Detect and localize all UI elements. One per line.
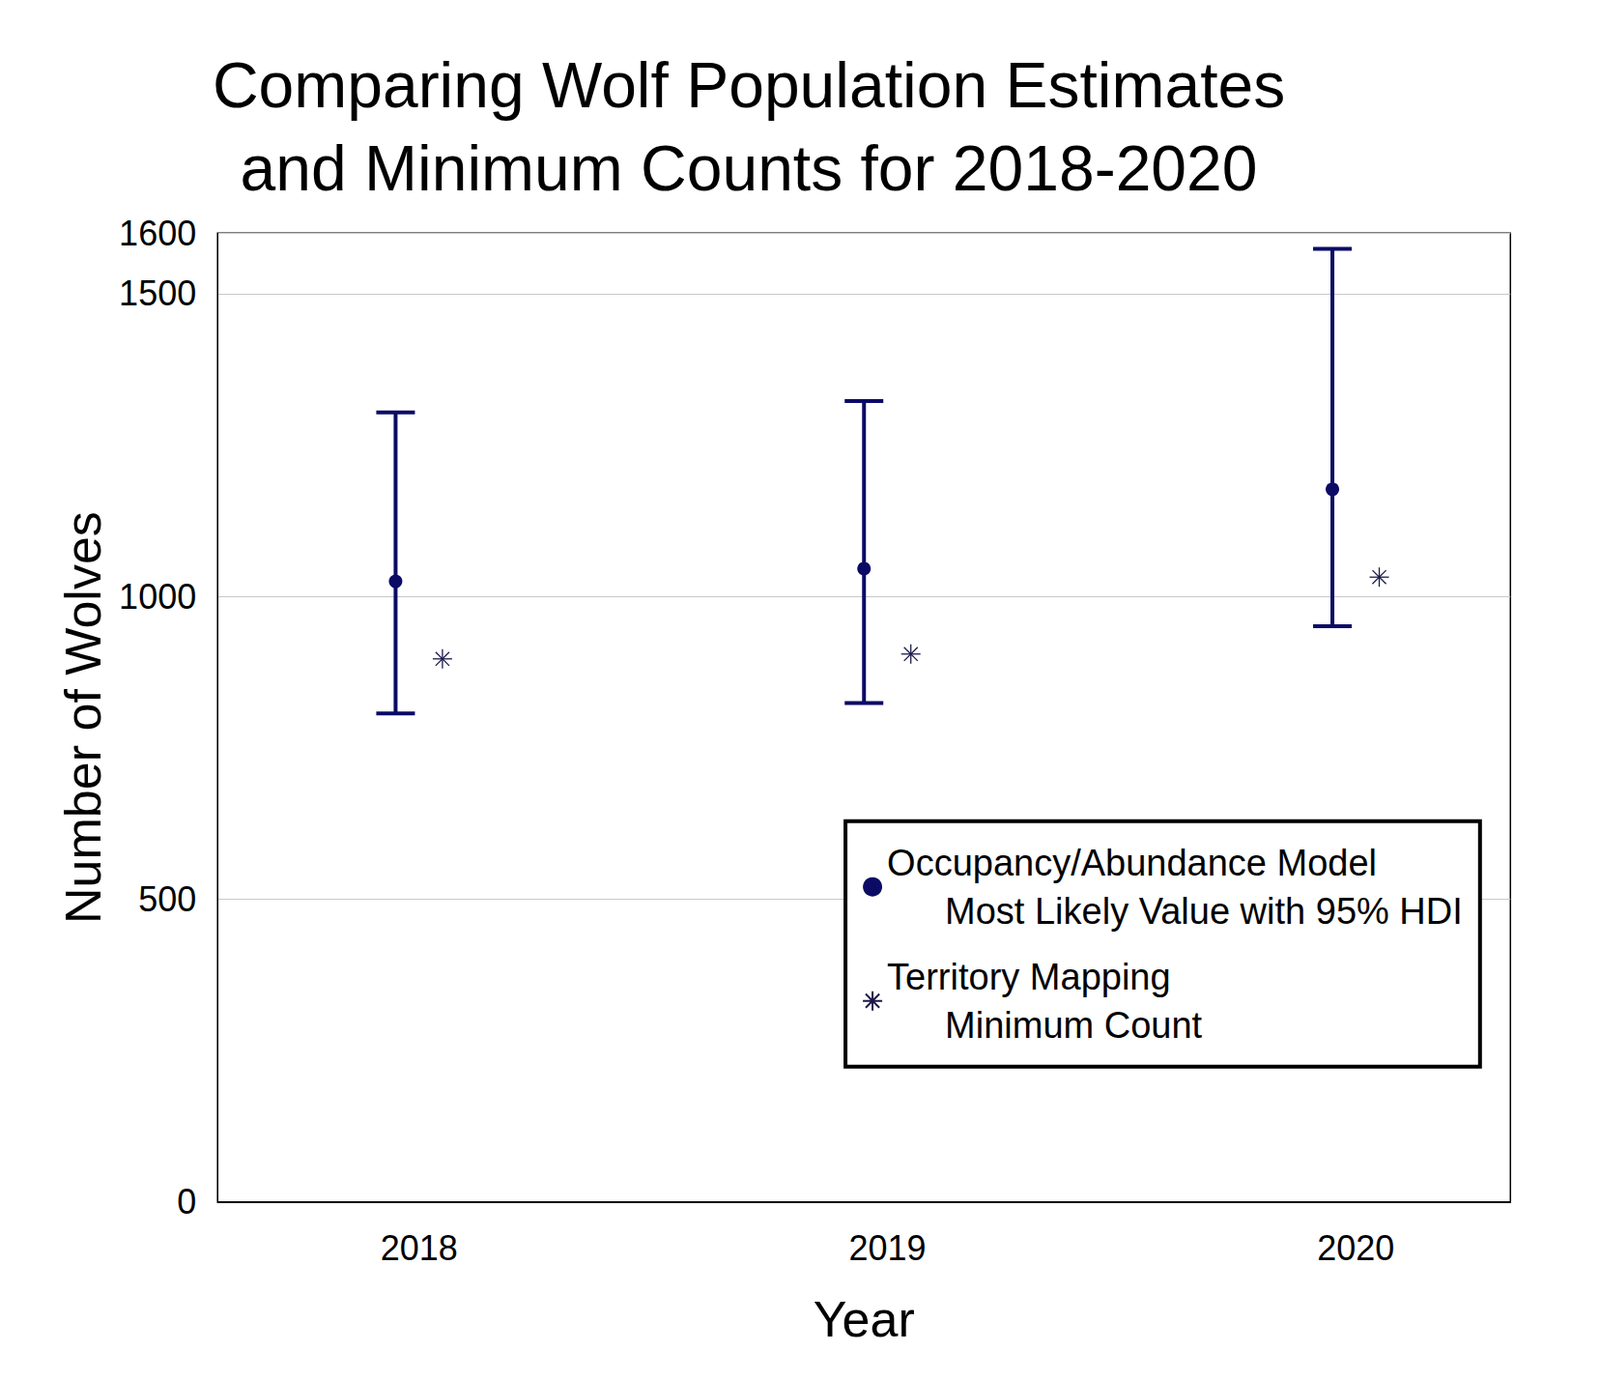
svg-text:Number of Wolves: Number of Wolves [55,511,112,924]
svg-text:Occupancy/Abundance Model: Occupancy/Abundance Model [886,842,1377,884]
svg-text:500: 500 [138,879,197,919]
svg-text:2020: 2020 [1316,1228,1395,1268]
svg-text:Comparing Wolf Population Esti: Comparing Wolf Population Estimates [212,49,1286,121]
svg-text:2018: 2018 [380,1228,458,1268]
svg-text:Year: Year [813,1290,915,1347]
svg-text:1600: 1600 [118,213,197,254]
svg-text:1000: 1000 [118,576,197,617]
svg-text:Minimum Count: Minimum Count [944,1004,1203,1046]
svg-text:0: 0 [176,1181,197,1222]
svg-text:2019: 2019 [848,1228,926,1268]
svg-text:1500: 1500 [118,273,197,314]
svg-text:and Minimum Counts for 2018-20: and Minimum Counts for 2018-2020 [240,132,1258,204]
svg-text:Most Likely Value with 95% HDI: Most Likely Value with 95% HDI [944,890,1463,932]
svg-text:Territory Mapping: Territory Mapping [886,956,1172,998]
